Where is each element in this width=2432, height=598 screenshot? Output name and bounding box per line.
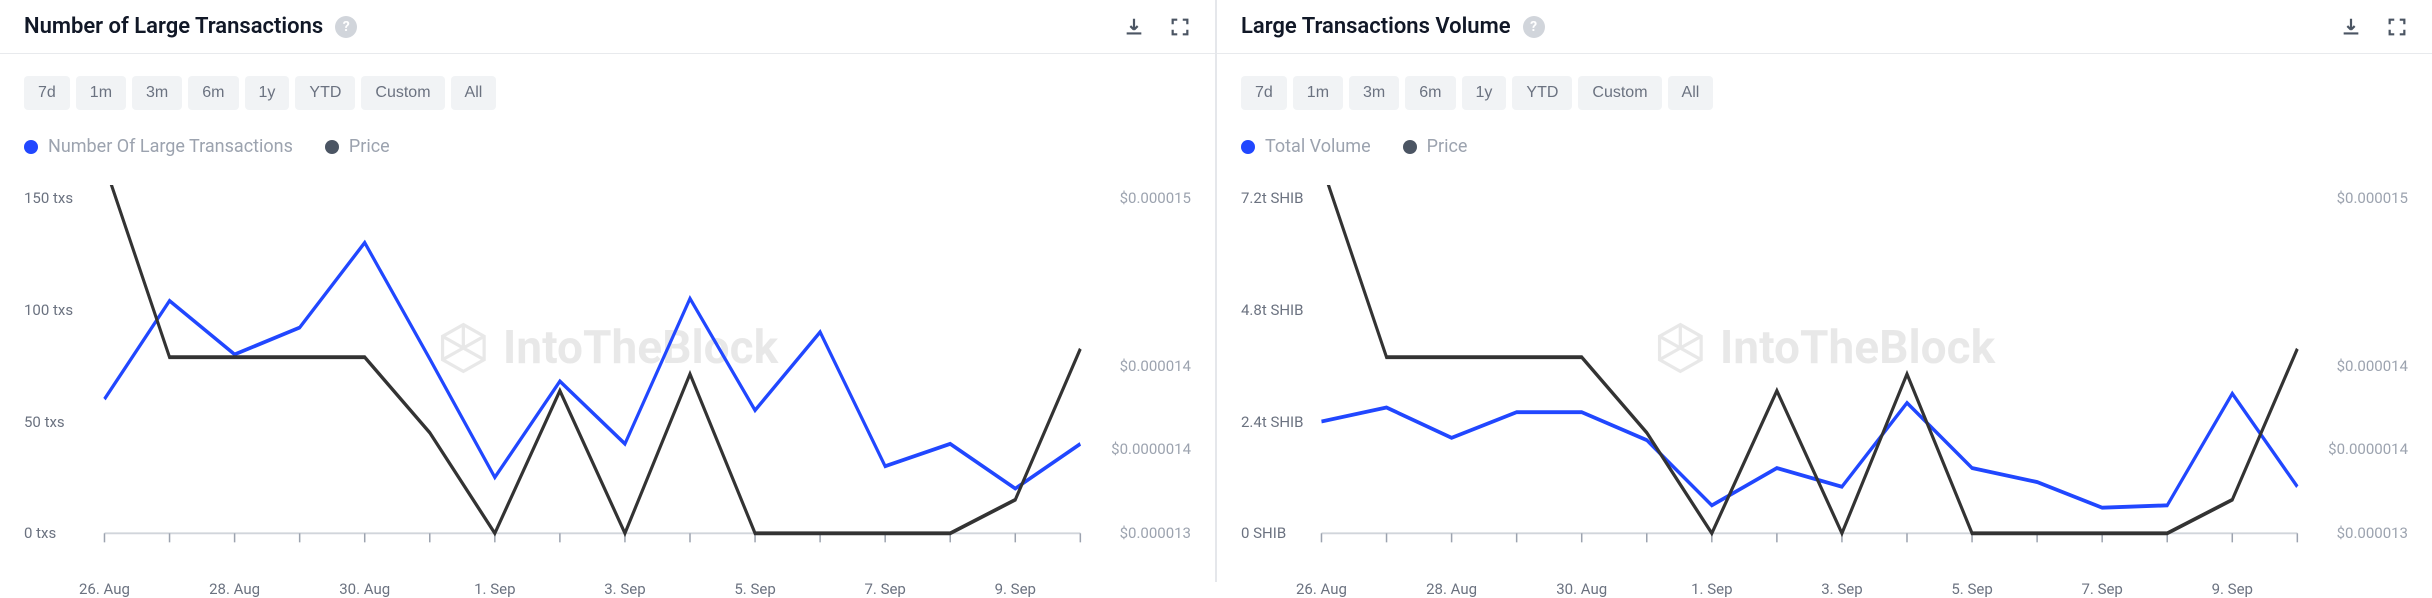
panel-title: Large Transactions Volume bbox=[1241, 14, 1511, 39]
y-left-label: 4.8t SHIB bbox=[1241, 301, 1303, 319]
range-btn-1m[interactable]: 1m bbox=[1293, 76, 1343, 110]
legend-item[interactable]: Price bbox=[325, 136, 390, 157]
range-btn-custom[interactable]: Custom bbox=[1578, 76, 1661, 110]
range-btn-6m[interactable]: 6m bbox=[188, 76, 238, 110]
x-label: 3. Sep bbox=[1821, 580, 1862, 598]
panel-header: Number of Large Transactions ? bbox=[0, 0, 1215, 54]
series-volume bbox=[1321, 394, 2297, 508]
legend-label: Total Volume bbox=[1265, 136, 1371, 157]
range-btn-6m[interactable]: 6m bbox=[1405, 76, 1455, 110]
legend-dot bbox=[325, 140, 339, 154]
download-icon[interactable] bbox=[1123, 16, 1145, 38]
y-right-label: $0.0000014 bbox=[1111, 440, 1191, 458]
range-btn-1y[interactable]: 1y bbox=[1462, 76, 1507, 110]
x-label: 3. Sep bbox=[604, 580, 645, 598]
x-label: 9. Sep bbox=[2212, 580, 2253, 598]
range-selector: 7d1m3m6m1yYTDCustomAll bbox=[0, 54, 1215, 118]
range-btn-7d[interactable]: 7d bbox=[24, 76, 70, 110]
expand-icon[interactable] bbox=[1169, 16, 1191, 38]
chart-svg bbox=[1241, 185, 2408, 572]
range-btn-1m[interactable]: 1m bbox=[76, 76, 126, 110]
x-label: 30. Aug bbox=[339, 580, 390, 598]
y-left-label: 50 txs bbox=[24, 413, 65, 431]
panel-large-tx-volume: Large Transactions Volume ? 7d1m3m6m1yYT… bbox=[1217, 0, 2432, 582]
legend-item[interactable]: Total Volume bbox=[1241, 136, 1371, 157]
x-label: 5. Sep bbox=[734, 580, 775, 598]
y-right-label: $0.000013 bbox=[2337, 524, 2408, 542]
legend: Total Volume Price bbox=[1217, 118, 2432, 165]
y-left-label: 100 txs bbox=[24, 301, 73, 319]
legend-dot bbox=[24, 140, 38, 154]
legend-item[interactable]: Price bbox=[1403, 136, 1468, 157]
y-right-label: $0.000014 bbox=[1120, 357, 1191, 375]
y-left-label: 0 SHIB bbox=[1241, 524, 1286, 542]
legend-dot bbox=[1241, 140, 1255, 154]
range-btn-ytd[interactable]: YTD bbox=[1512, 76, 1572, 110]
y-left-label: 0 txs bbox=[24, 524, 56, 542]
y-right-label: $0.000013 bbox=[1120, 524, 1191, 542]
y-right-label: $0.000015 bbox=[1120, 189, 1191, 207]
x-label: 9. Sep bbox=[995, 580, 1036, 598]
legend-label: Price bbox=[349, 136, 390, 157]
y-right-label: $0.000015 bbox=[2337, 189, 2408, 207]
x-label: 28. Aug bbox=[209, 580, 260, 598]
panel-header: Large Transactions Volume ? bbox=[1217, 0, 2432, 54]
range-btn-all[interactable]: All bbox=[1668, 76, 1714, 110]
x-label: 26. Aug bbox=[1296, 580, 1347, 598]
x-label: 7. Sep bbox=[2081, 580, 2122, 598]
panel-title: Number of Large Transactions bbox=[24, 14, 323, 39]
x-label: 28. Aug bbox=[1426, 580, 1477, 598]
legend-label: Number Of Large Transactions bbox=[48, 136, 293, 157]
x-label: 5. Sep bbox=[1951, 580, 1992, 598]
y-right-label: $0.000014 bbox=[2337, 357, 2408, 375]
y-left-label: 2.4t SHIB bbox=[1241, 413, 1303, 431]
range-btn-custom[interactable]: Custom bbox=[361, 76, 444, 110]
range-btn-ytd[interactable]: YTD bbox=[295, 76, 355, 110]
expand-icon[interactable] bbox=[2386, 16, 2408, 38]
range-btn-7d[interactable]: 7d bbox=[1241, 76, 1287, 110]
download-icon[interactable] bbox=[2340, 16, 2362, 38]
series-price bbox=[104, 185, 1080, 533]
legend-item[interactable]: Number Of Large Transactions bbox=[24, 136, 293, 157]
chart-svg bbox=[24, 185, 1191, 572]
y-right-label: $0.0000014 bbox=[2328, 440, 2408, 458]
range-btn-3m[interactable]: 3m bbox=[132, 76, 182, 110]
x-label: 30. Aug bbox=[1556, 580, 1607, 598]
series-price bbox=[1321, 185, 2297, 533]
help-icon[interactable]: ? bbox=[335, 16, 357, 38]
chart-area: IntoTheBlock 0 txs50 txs100 txs150 txs$0… bbox=[24, 185, 1191, 572]
x-label: 26. Aug bbox=[79, 580, 130, 598]
legend-label: Price bbox=[1427, 136, 1468, 157]
series-txs bbox=[104, 243, 1080, 489]
help-icon[interactable]: ? bbox=[1523, 16, 1545, 38]
range-btn-3m[interactable]: 3m bbox=[1349, 76, 1399, 110]
x-label: 1. Sep bbox=[1691, 580, 1732, 598]
panel-num-large-tx: Number of Large Transactions ? 7d1m3m6m1… bbox=[0, 0, 1215, 582]
chart-area: IntoTheBlock 0 SHIB2.4t SHIB4.8t SHIB7.2… bbox=[1241, 185, 2408, 572]
y-left-label: 150 txs bbox=[24, 189, 73, 207]
x-label: 7. Sep bbox=[864, 580, 905, 598]
legend: Number Of Large Transactions Price bbox=[0, 118, 1215, 165]
range-selector: 7d1m3m6m1yYTDCustomAll bbox=[1217, 54, 2432, 118]
y-left-label: 7.2t SHIB bbox=[1241, 189, 1303, 207]
legend-dot bbox=[1403, 140, 1417, 154]
range-btn-1y[interactable]: 1y bbox=[245, 76, 290, 110]
range-btn-all[interactable]: All bbox=[451, 76, 497, 110]
x-label: 1. Sep bbox=[474, 580, 515, 598]
